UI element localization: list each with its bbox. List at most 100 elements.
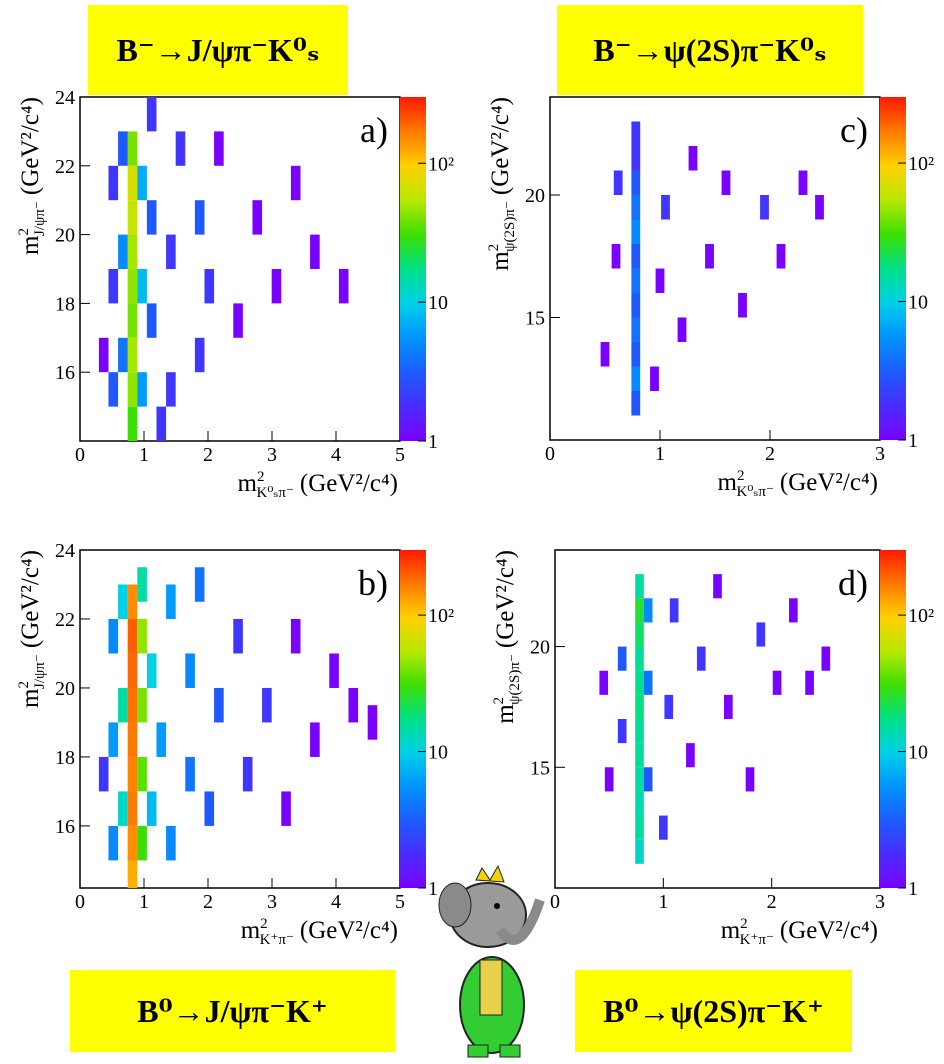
x-tick-label: 4 xyxy=(331,444,341,466)
title: B⁻→J/ψπ⁻K⁰ₛ xyxy=(116,32,319,68)
cell xyxy=(127,234,138,269)
cell xyxy=(214,131,224,166)
cell xyxy=(696,646,706,671)
z-tick-label: 10² xyxy=(428,153,454,175)
cell xyxy=(127,406,138,441)
label-power: 2 xyxy=(740,916,748,932)
cell xyxy=(127,337,138,373)
x-axis-label: m2 K⁺π⁻ (GeV²/c⁴) xyxy=(241,916,398,948)
label-symbol: m xyxy=(17,688,44,708)
y-tick-label: 16 xyxy=(55,362,75,384)
cell xyxy=(631,195,641,220)
label-symbol: m xyxy=(487,251,514,271)
cell xyxy=(118,234,128,269)
cell xyxy=(137,687,147,723)
cell xyxy=(127,722,138,757)
label-sub: K⁰ₛπ⁻ xyxy=(257,485,294,501)
x-tick-label: 1 xyxy=(139,891,149,913)
cell xyxy=(156,406,167,441)
cell xyxy=(242,756,253,792)
label-power: 2 xyxy=(491,697,507,705)
cell xyxy=(631,146,641,171)
cell xyxy=(127,756,138,792)
cell xyxy=(772,670,782,695)
cell xyxy=(631,170,641,195)
z-tick-label: 10 xyxy=(428,742,448,764)
cell xyxy=(127,303,138,338)
plot-area xyxy=(549,96,881,441)
label-power: 2 xyxy=(260,916,268,932)
cell xyxy=(146,200,157,235)
cell xyxy=(137,618,147,654)
y-axis-label: m2ψ(2S)π⁻ (GeV²/c⁴) xyxy=(486,97,518,271)
label-power: 2 xyxy=(257,469,265,485)
cell xyxy=(635,839,644,864)
title: B⁰→ψ(2S)π⁻K⁺ xyxy=(603,993,824,1029)
z-tick-label: 10 xyxy=(908,292,928,314)
cell xyxy=(738,293,747,318)
cell xyxy=(815,195,824,220)
y-tick-label: 15 xyxy=(525,308,545,330)
cell xyxy=(156,722,167,757)
cell xyxy=(669,598,679,623)
cell xyxy=(631,391,641,416)
z-tick-label: 1 xyxy=(908,430,918,452)
cell xyxy=(108,825,119,861)
cell xyxy=(185,653,195,688)
label-unit: (GeV²/c⁴) xyxy=(780,469,878,496)
cell xyxy=(127,853,138,888)
cell xyxy=(166,372,176,407)
x-tick-label: 3 xyxy=(267,444,277,466)
cell xyxy=(760,195,769,220)
cell xyxy=(127,687,138,723)
x-axis-label: m2 K⁰ₛπ⁻ (GeV²/c⁴) xyxy=(238,469,398,501)
cell xyxy=(776,244,786,269)
cell xyxy=(194,567,205,602)
title-box xyxy=(88,5,348,95)
y-tick-label: 24 xyxy=(55,540,75,562)
y-tick-label: 22 xyxy=(55,609,75,631)
cell xyxy=(631,268,641,293)
cell xyxy=(146,97,157,132)
cell xyxy=(127,372,138,407)
cell xyxy=(617,646,627,671)
cell xyxy=(127,200,138,235)
title: B⁰→J/ψπ⁻K⁺ xyxy=(137,993,327,1029)
cell xyxy=(281,791,291,826)
cell xyxy=(617,719,627,744)
plot-area xyxy=(554,549,881,889)
panel-label: a) xyxy=(360,110,388,150)
cell xyxy=(185,756,195,792)
cell xyxy=(137,825,147,861)
x-tick-label: 1 xyxy=(658,891,668,913)
cell xyxy=(108,722,119,757)
label-unit: (GeV²/c⁴) xyxy=(300,470,398,497)
cell xyxy=(611,244,621,269)
label-sub: J/ψπ⁻ xyxy=(32,654,48,689)
cell xyxy=(599,670,609,695)
label-symbol: m xyxy=(492,704,519,724)
label-symbol: m xyxy=(17,235,44,255)
cell xyxy=(166,234,176,269)
cell xyxy=(635,743,644,768)
panel-label: b) xyxy=(358,563,388,603)
cell xyxy=(643,767,653,792)
cell xyxy=(137,756,147,792)
cell xyxy=(635,815,644,840)
cell xyxy=(821,646,831,671)
cell xyxy=(635,791,644,816)
x-tick-label: 0 xyxy=(75,444,85,466)
x-tick-label: 1 xyxy=(655,443,665,465)
cell xyxy=(613,170,623,195)
cell xyxy=(600,342,610,367)
cell xyxy=(664,694,674,719)
label-sub: ψ(2S)π⁻ xyxy=(507,654,523,705)
cell xyxy=(631,121,641,146)
x-tick-label: 0 xyxy=(75,891,85,913)
x-axis-label: m2 K⁺π⁻ (GeV²/c⁴) xyxy=(721,916,878,948)
panel-label: d) xyxy=(838,563,868,603)
cell xyxy=(631,219,641,244)
y-tick-label: 18 xyxy=(55,293,75,315)
